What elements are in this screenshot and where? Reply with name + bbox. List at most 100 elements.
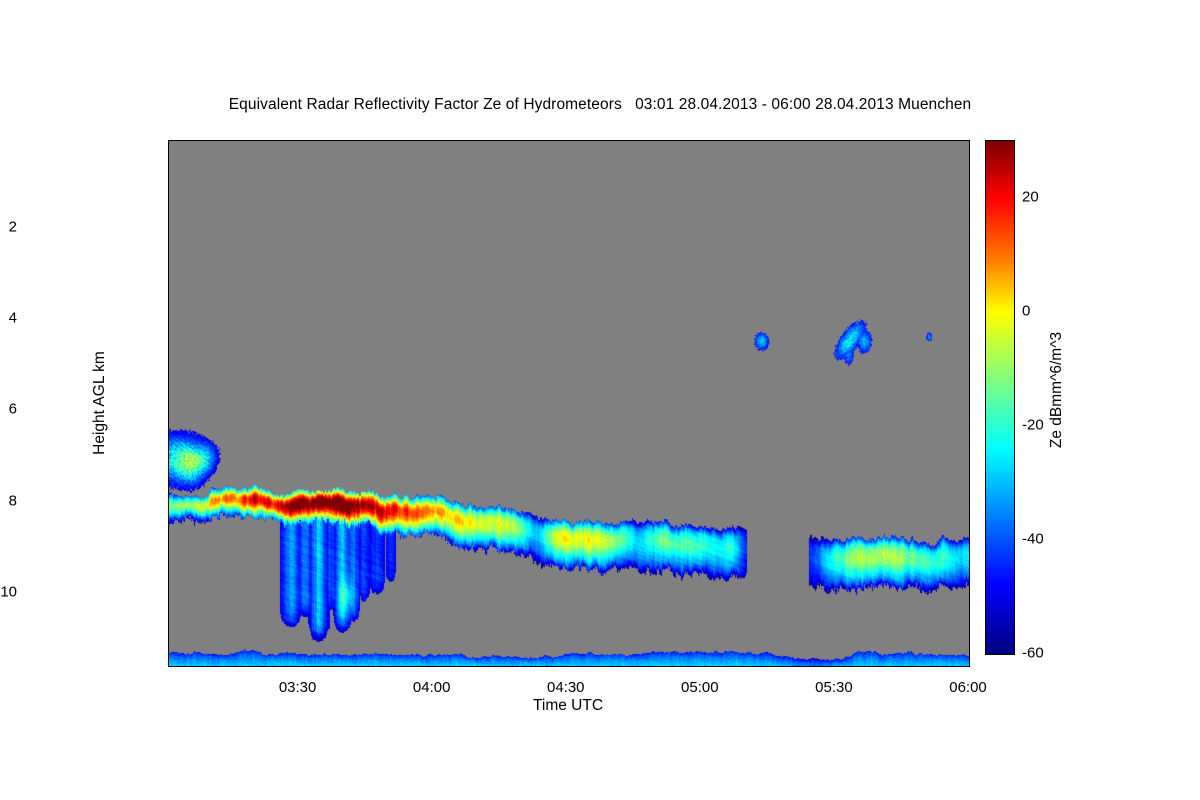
y-axis-minor-tick [969, 455, 970, 457]
colorbar-tick-label: -40 [1022, 530, 1044, 548]
y-axis-tick [168, 592, 169, 594]
x-axis-minor-tick [745, 140, 747, 141]
x-axis-minor-tick [208, 666, 210, 667]
colorbar-tick [1014, 653, 1015, 655]
y-axis-tick [969, 227, 970, 229]
x-axis-minor-tick [611, 666, 613, 667]
colorbar-minor-tick [1014, 169, 1015, 171]
x-axis-minor-tick [477, 140, 479, 141]
page-title: Equivalent Radar Reflectivity Factor Ze … [228, 96, 972, 113]
x-axis-tick-label: 04:00 [412, 679, 451, 696]
x-axis-minor-tick [521, 666, 523, 667]
x-axis-minor-tick [678, 140, 680, 141]
y-axis-tick [168, 410, 169, 412]
x-axis-minor-tick [208, 140, 210, 141]
colorbar-minor-tick [1014, 454, 1015, 456]
x-axis-minor-tick [767, 140, 769, 141]
colorbar-minor-tick [1014, 368, 1015, 370]
colorbar-minor-tick [1014, 226, 1015, 228]
colorbar-tick [1014, 197, 1015, 199]
x-axis-minor-tick [231, 666, 233, 667]
x-axis-minor-tick [544, 140, 546, 141]
y-axis-tick [168, 501, 169, 503]
y-axis-tick-label: 6 [8, 400, 17, 418]
y-axis-title: Height AGL km [91, 351, 108, 455]
y-axis-tick-label: 4 [8, 309, 17, 327]
colorbar-gradient [986, 141, 1014, 654]
x-axis-minor-tick [946, 666, 948, 667]
y-axis-tick [969, 318, 970, 320]
y-axis-tick [969, 410, 970, 412]
colorbar-minor-tick [1014, 340, 1015, 342]
x-axis-minor-tick [454, 666, 456, 667]
x-axis-minor-tick [387, 140, 389, 141]
x-axis-tick [834, 140, 836, 141]
y-axis-tick [969, 501, 970, 503]
colorbar-tick-label: 20 [1022, 188, 1039, 206]
x-axis-minor-tick [186, 140, 188, 141]
x-axis-minor-tick [186, 666, 188, 667]
x-axis-minor-tick [655, 140, 657, 141]
x-axis-minor-tick [253, 666, 255, 667]
x-axis-minor-tick [365, 666, 367, 667]
x-axis-title: Time UTC [532, 697, 604, 714]
x-axis-minor-tick [521, 140, 523, 141]
colorbar-tick [1014, 425, 1015, 427]
x-axis-minor-tick [722, 140, 724, 141]
x-axis-minor-tick [276, 140, 278, 141]
y-axis-tick [969, 592, 970, 594]
x-axis-minor-tick [477, 666, 479, 667]
x-axis-minor-tick [320, 140, 322, 141]
x-axis-tick [834, 666, 836, 667]
x-axis-minor-tick [812, 140, 814, 141]
x-axis-minor-tick [678, 666, 680, 667]
x-axis-minor-tick [276, 666, 278, 667]
x-axis-tick [566, 666, 568, 667]
colorbar-tick [1014, 539, 1015, 541]
x-axis-minor-tick [320, 666, 322, 667]
x-axis-minor-tick [879, 666, 881, 667]
y-axis-minor-tick [168, 181, 169, 183]
x-axis-minor-tick [901, 666, 903, 667]
y-axis-minor-tick [969, 638, 970, 640]
x-axis-minor-tick [767, 666, 769, 667]
colorbar-minor-tick [1014, 568, 1015, 570]
x-axis-tick-label: 03:30 [278, 679, 317, 696]
x-axis-tick [968, 140, 970, 141]
x-axis-minor-tick [946, 140, 948, 141]
x-axis-minor-tick [253, 140, 255, 141]
x-axis-minor-tick [454, 140, 456, 141]
x-axis-minor-tick [901, 140, 903, 141]
colorbar [985, 140, 1015, 655]
x-axis-minor-tick [499, 666, 501, 667]
x-axis-minor-tick [588, 140, 590, 141]
x-axis-minor-tick [812, 666, 814, 667]
x-axis-minor-tick [924, 666, 926, 667]
y-axis-minor-tick [969, 547, 970, 549]
x-axis-minor-tick [789, 140, 791, 141]
colorbar-minor-tick [1014, 625, 1015, 627]
colorbar-minor-tick [1014, 140, 1015, 142]
y-axis-minor-tick [969, 273, 970, 275]
x-axis-minor-tick [745, 666, 747, 667]
colorbar-minor-tick [1014, 482, 1015, 484]
x-axis-tick-label: 05:00 [681, 679, 719, 696]
x-axis-minor-tick [633, 666, 635, 667]
colorbar-tick-label: 0 [1022, 302, 1031, 320]
x-axis-minor-tick [655, 666, 657, 667]
x-axis-tick [700, 666, 702, 667]
x-axis-minor-tick [410, 666, 412, 667]
y-axis-minor-tick [168, 364, 169, 366]
x-axis-minor-tick [611, 140, 613, 141]
y-axis-tick-label: 2 [8, 218, 17, 236]
x-axis-tick [432, 140, 434, 141]
plot-area [168, 140, 970, 667]
x-axis-minor-tick [231, 140, 233, 141]
y-axis-minor-tick [168, 638, 169, 640]
x-axis-tick [298, 140, 300, 141]
x-axis-minor-tick [343, 666, 345, 667]
y-axis-minor-tick [168, 547, 169, 549]
x-axis-minor-tick [789, 666, 791, 667]
x-axis-minor-tick [588, 666, 590, 667]
x-axis-minor-tick [924, 140, 926, 141]
